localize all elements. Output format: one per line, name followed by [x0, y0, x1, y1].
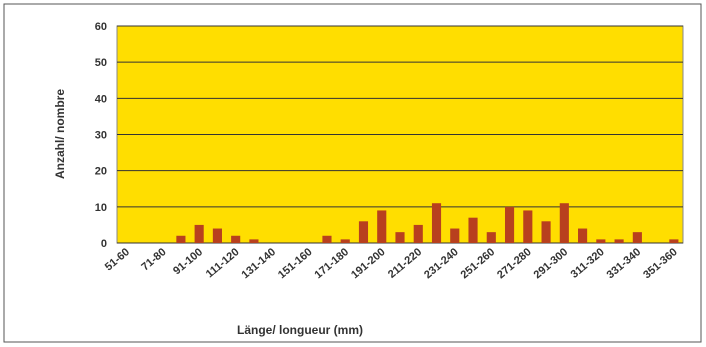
bar [340, 239, 350, 243]
y-tick-label: 10 [95, 202, 107, 214]
y-tick-label: 0 [101, 238, 107, 250]
y-tick-label: 50 [95, 57, 107, 69]
bar [176, 235, 186, 243]
bar [212, 228, 222, 243]
x-axis-title: Länge/ longueur (mm) [237, 323, 363, 337]
bar [504, 206, 515, 243]
bar [194, 224, 204, 243]
bar [468, 217, 478, 243]
bar [413, 224, 423, 243]
bar [486, 232, 496, 243]
bar [450, 228, 460, 243]
bar [249, 239, 259, 243]
bar [377, 210, 387, 243]
bar [578, 228, 588, 243]
y-tick-label: 40 [95, 93, 107, 105]
bar [541, 221, 551, 243]
y-tick-label: 30 [95, 130, 107, 142]
bar [431, 203, 442, 243]
y-axis-title: Anzahl/ nombre [53, 89, 67, 179]
bar [559, 203, 569, 243]
bar [596, 239, 606, 243]
bar [614, 239, 624, 243]
bar [322, 235, 332, 243]
y-tick-label: 20 [95, 166, 107, 178]
y-tick-label: 60 [95, 21, 107, 33]
bar [231, 235, 241, 243]
bar [523, 210, 533, 243]
bar [632, 232, 642, 243]
bar [669, 239, 679, 243]
bar [395, 232, 405, 243]
bar [358, 221, 369, 243]
